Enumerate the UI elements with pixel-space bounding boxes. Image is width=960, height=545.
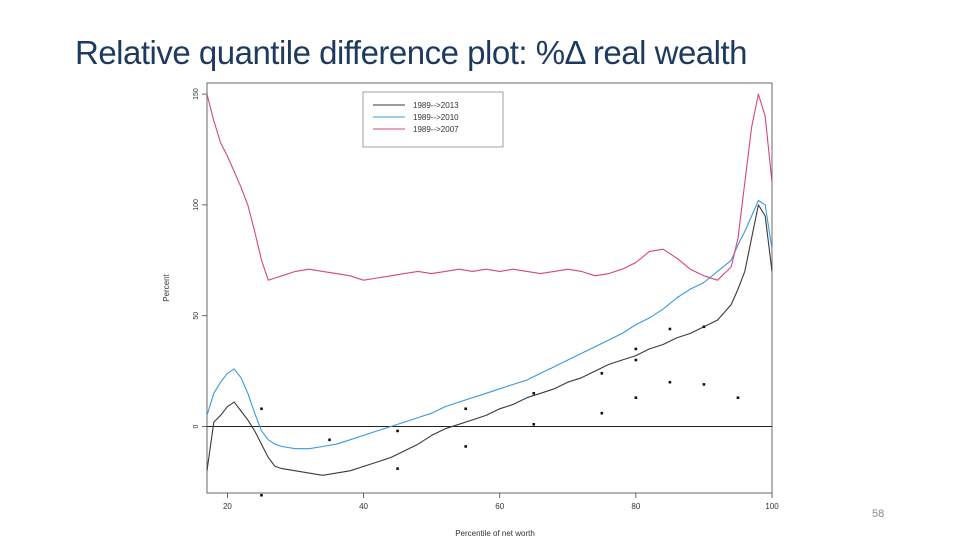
scatter-point <box>260 493 263 497</box>
scatter-point <box>464 407 467 411</box>
scatter-point <box>600 411 604 415</box>
x-tick-label: 80 <box>631 502 640 511</box>
y-tick-label: 0 <box>193 424 200 428</box>
x-tick-label: 40 <box>359 502 368 511</box>
scatter-point <box>702 383 706 386</box>
x-tick-label: 20 <box>223 502 232 511</box>
scatter-point <box>396 467 399 470</box>
points-layer <box>260 325 740 497</box>
scatter-point <box>668 327 672 331</box>
scatter-point <box>702 325 706 329</box>
chart: 20 40 60 80 100 0 50 100 150 1989-->2013 1989-->2… <box>155 78 805 540</box>
scatter-point <box>736 396 740 400</box>
series-layer <box>206 93 773 476</box>
scatter-point <box>634 358 638 362</box>
legend-label: 1989-->2007 <box>413 125 459 134</box>
scatter-point <box>260 407 263 411</box>
scatter-point <box>634 347 638 351</box>
scatter-point <box>634 396 638 400</box>
legend-label: 1989-->2010 <box>413 113 459 122</box>
axes-layer: 20 40 60 80 100 0 50 100 150 <box>193 82 779 511</box>
scatter-point <box>532 391 536 395</box>
y-axis-label: Percent <box>162 273 171 301</box>
scatter-point <box>532 422 536 426</box>
y-tick-label: 100 <box>193 199 200 211</box>
y-tick-label: 50 <box>193 312 200 320</box>
legend-label: 1989-->2013 <box>413 101 459 110</box>
x-axis-label: Percentile of net worth <box>455 529 535 538</box>
scatter-point <box>396 429 399 433</box>
scatter-point <box>668 380 672 384</box>
series-line-2 <box>206 93 773 281</box>
plot-frame <box>206 82 773 494</box>
slide-title: Relative quantile difference plot: %Δ re… <box>75 34 748 71</box>
scatter-point <box>328 438 331 442</box>
series-line-1 <box>206 199 773 450</box>
scatter-point <box>464 445 467 448</box>
x-tick-label: 100 <box>765 502 779 511</box>
legend: 1989-->2013 1989-->2010 1989-->2007 <box>362 91 504 148</box>
x-tick-label: 60 <box>495 502 504 511</box>
y-tick-label: 150 <box>193 88 200 100</box>
scatter-point <box>600 372 604 375</box>
page-number: 58 <box>872 508 885 520</box>
series-line-0 <box>206 204 773 476</box>
legend-box <box>362 91 504 148</box>
